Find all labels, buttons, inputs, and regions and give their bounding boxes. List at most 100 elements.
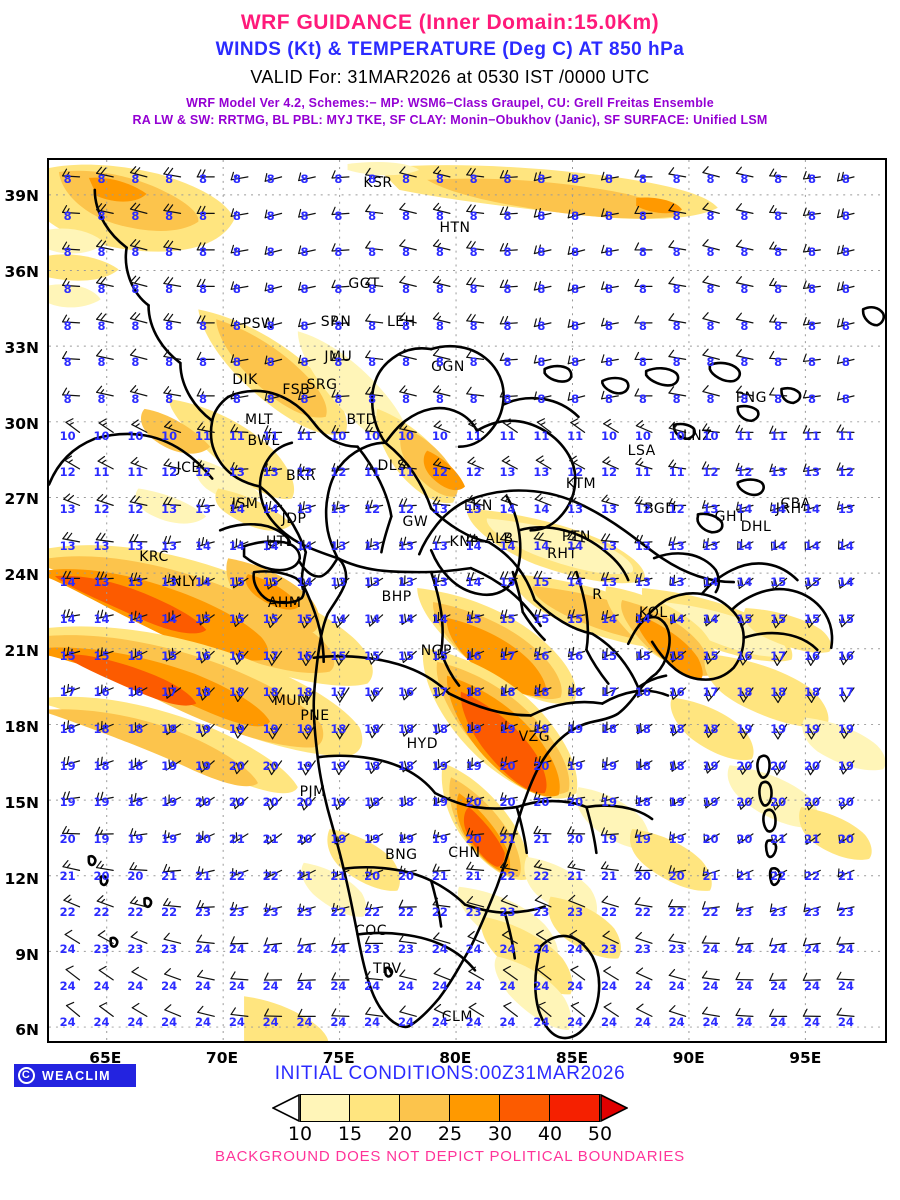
wind-barb [164, 647, 182, 662]
temperature-value: 16 [736, 648, 753, 663]
wind-barb [770, 869, 788, 879]
temperature-value: 8 [401, 208, 411, 223]
temperature-value: 11 [397, 465, 415, 480]
wind-barb [535, 455, 552, 470]
wind-barb [301, 650, 316, 667]
temperature-value: 24 [465, 941, 482, 956]
wind-barb [399, 202, 417, 214]
wind-barb [230, 971, 249, 981]
wind-barb [196, 498, 215, 508]
wind-barb [806, 760, 821, 776]
temperature-value: 8 [807, 171, 817, 186]
temperature-value: 8 [131, 318, 140, 333]
wind-barb [802, 463, 821, 473]
wind-barb [533, 171, 552, 182]
temperature-value: 8 [841, 171, 850, 186]
temperature-value: 11 [803, 428, 821, 443]
wind-barb [62, 570, 81, 579]
temperature-value: 8 [131, 281, 140, 296]
temperature-value: 8 [131, 245, 140, 260]
temperature-value: 8 [334, 355, 343, 370]
temperature-value: 18 [93, 721, 110, 736]
temperature-value: 15 [465, 611, 482, 626]
temperature-value: 8 [97, 281, 106, 296]
temperature-value: 15 [161, 648, 178, 663]
temperature-value: 8 [571, 318, 580, 333]
temperature-value: 8 [503, 391, 512, 406]
wind-barb [501, 930, 518, 944]
wind-barb [567, 609, 586, 619]
temperature-value: 17 [837, 685, 854, 700]
temperature-value: 8 [368, 171, 377, 186]
wind-barb [468, 419, 485, 433]
wind-barb [96, 720, 114, 732]
temperature-value: 8 [740, 391, 749, 406]
temperature-value: 15 [228, 611, 245, 626]
wind-barb [299, 869, 316, 879]
wind-barb [803, 903, 821, 913]
temperature-value: 13 [127, 575, 144, 590]
wind-barb [704, 650, 720, 665]
temperature-value: 23 [127, 941, 144, 956]
wind-barb [602, 930, 619, 944]
wind-barb [433, 420, 451, 433]
colorbar-tick-10: 10 [287, 1123, 313, 1145]
station-label-mlt: MLT [244, 412, 274, 429]
wind-barb [129, 239, 148, 251]
station-label-jmu: JMU [324, 349, 353, 366]
temperature-value: 19 [93, 795, 110, 810]
temperature-value: 24 [837, 1015, 854, 1030]
wind-barb [399, 1005, 417, 1017]
temperature-value: 15 [59, 648, 76, 663]
station-label-bgd: BGD [644, 500, 677, 517]
map-plot-area[interactable]: KSR HTN GGT PSW SRN LEH JMU GGN DIK SRG FSB PNG MLT B… [47, 158, 887, 1043]
wind-barb [331, 170, 350, 179]
wind-barb [231, 868, 249, 877]
temperature-value: 8 [165, 391, 174, 406]
wind-barb [669, 831, 687, 841]
wind-barb [668, 536, 687, 546]
temperature-value: 24 [702, 941, 719, 956]
colorbar-tick-labels: 10 15 20 25 30 40 50 [272, 1123, 628, 1149]
temperature-value: 18 [228, 685, 245, 700]
temperature-value: 8 [706, 171, 715, 186]
temperature-value: 19 [59, 758, 76, 773]
wind-barb [466, 494, 485, 506]
wind-barb-field [62, 166, 855, 1017]
temperature-value: 8 [266, 318, 275, 333]
wind-barb [838, 614, 855, 628]
wind-barb [434, 759, 451, 771]
wind-barb [769, 972, 788, 982]
temperature-value: 14 [837, 538, 854, 553]
wind-barb [836, 902, 855, 911]
weaclim-logo[interactable]: C WEACLIM [14, 1064, 136, 1087]
temperature-value: 24 [262, 1015, 279, 1030]
temperature-value: 14 [127, 611, 144, 626]
temperature-value: 8 [232, 281, 241, 296]
wind-barb [668, 167, 687, 178]
wind-barb [433, 1003, 451, 1017]
station-label-lsa: LSA [627, 442, 656, 459]
temperature-value: 19 [330, 758, 347, 773]
temperature-value: 8 [571, 171, 580, 186]
wind-barb [500, 647, 518, 658]
wind-barb [196, 242, 215, 251]
wind-barb [264, 391, 283, 401]
temperature-value: 8 [165, 318, 174, 333]
wind-barb [400, 650, 417, 663]
temperature-value: 8 [638, 318, 647, 333]
temperature-value: 24 [59, 1015, 76, 1030]
wind-speed-colorbar[interactable]: 10 15 20 25 30 40 50 [272, 1094, 628, 1145]
temperature-value: 15 [803, 611, 821, 626]
temperature-value: 8 [368, 318, 377, 333]
temperature-value: 14 [736, 501, 753, 516]
wind-barb [196, 278, 215, 287]
wind-barb [332, 500, 350, 511]
temperature-value: 15 [364, 648, 381, 663]
wind-barb [601, 390, 619, 400]
temperature-value: 15 [194, 611, 212, 626]
wind-barb [266, 613, 283, 628]
temperature-value: 8 [503, 208, 512, 223]
wind-barb [702, 867, 720, 877]
wind-barb [265, 869, 283, 879]
